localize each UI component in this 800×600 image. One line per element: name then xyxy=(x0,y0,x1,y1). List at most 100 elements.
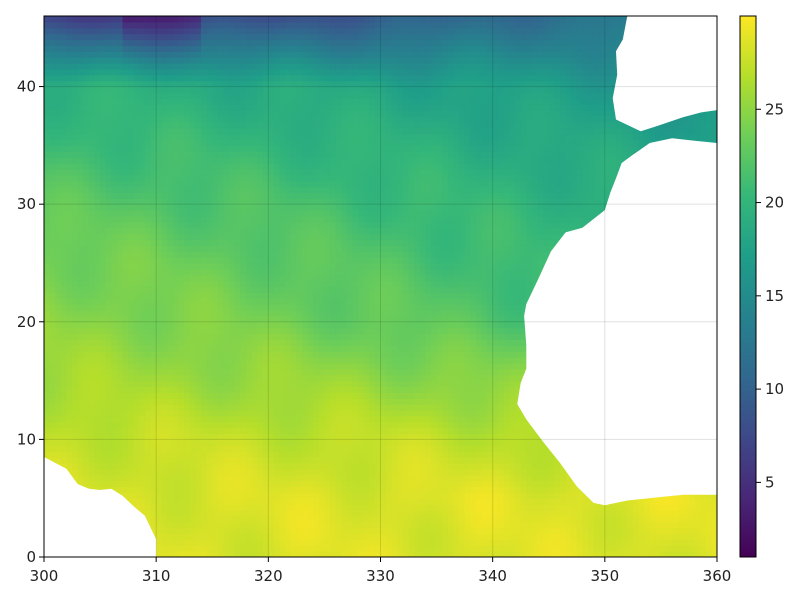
heatmap-cell xyxy=(279,333,286,341)
heatmap-cell xyxy=(172,57,180,64)
heatmap-cell xyxy=(94,398,101,405)
heatmap-cell xyxy=(44,245,51,252)
heatmap-cell xyxy=(217,57,225,64)
heatmap-cell xyxy=(234,262,241,270)
heatmap-cell xyxy=(251,57,258,64)
heatmap-cell xyxy=(245,445,253,452)
heatmap-cell xyxy=(307,509,314,517)
heatmap-cell xyxy=(262,110,269,117)
heatmap-cell xyxy=(122,427,129,435)
heatmap-cell xyxy=(240,321,247,329)
heatmap-cell xyxy=(100,239,107,246)
heatmap-cell xyxy=(234,74,241,82)
heatmap-cell xyxy=(133,409,140,417)
heatmap-cell xyxy=(201,180,208,188)
heatmap-cell xyxy=(133,257,140,264)
heatmap-cell xyxy=(335,27,342,35)
heatmap-cell xyxy=(167,245,174,252)
heatmap-cell xyxy=(172,215,180,223)
heatmap-cell xyxy=(324,163,331,170)
heatmap-cell xyxy=(335,227,342,235)
heatmap-cell xyxy=(94,198,101,205)
heatmap-cell xyxy=(156,409,163,417)
heatmap-cell xyxy=(301,233,309,241)
heatmap-cell xyxy=(144,362,152,370)
heatmap-cell xyxy=(116,80,124,88)
heatmap-cell xyxy=(195,362,202,370)
heatmap-cell xyxy=(234,110,241,117)
heatmap-cell xyxy=(189,127,197,135)
heatmap-cell xyxy=(206,468,213,476)
heatmap-cell xyxy=(296,286,303,293)
heatmap-cell xyxy=(296,474,303,482)
heatmap-cell xyxy=(290,233,297,241)
heatmap-cell xyxy=(55,239,62,246)
heatmap-cell xyxy=(223,504,230,511)
heatmap-cell xyxy=(94,133,101,141)
heatmap-cell xyxy=(77,327,84,335)
heatmap-cell xyxy=(144,198,152,205)
heatmap-cell xyxy=(223,533,230,540)
heatmap-cell xyxy=(335,539,342,546)
heatmap-cell xyxy=(279,204,286,211)
heatmap-cell xyxy=(122,351,129,358)
heatmap-cell xyxy=(72,298,79,305)
heatmap-cell xyxy=(324,533,331,540)
heatmap-cell xyxy=(268,451,275,458)
heatmap-cell xyxy=(167,304,174,311)
heatmap-cell xyxy=(296,104,303,111)
heatmap-cell xyxy=(156,127,163,135)
heatmap-cell xyxy=(111,439,118,446)
heatmap-cell xyxy=(301,239,309,246)
heatmap-cell xyxy=(341,315,348,323)
heatmap-cell xyxy=(341,286,348,293)
heatmap-cell xyxy=(262,462,269,470)
heatmap-cell xyxy=(201,68,208,76)
heatmap-cell xyxy=(172,239,180,246)
heatmap-cell xyxy=(167,174,174,182)
heatmap-cell xyxy=(161,492,168,499)
heatmap-cell xyxy=(240,80,247,88)
heatmap-cell xyxy=(66,404,73,411)
heatmap-cell xyxy=(262,268,269,276)
heatmap-cell xyxy=(229,439,236,446)
heatmap-cell xyxy=(128,233,135,241)
heatmap-cell xyxy=(341,333,348,341)
heatmap-cell xyxy=(212,357,219,364)
heatmap-cell xyxy=(66,392,73,399)
heatmap-cell xyxy=(77,374,84,382)
heatmap-cell xyxy=(55,345,62,352)
heatmap-cell xyxy=(217,374,225,382)
heatmap-cell xyxy=(279,215,286,223)
heatmap-cell xyxy=(139,374,146,382)
heatmap-cell xyxy=(262,115,269,123)
heatmap-cell xyxy=(128,380,135,388)
heatmap-cell xyxy=(201,415,208,423)
heatmap-cell xyxy=(44,451,51,458)
heatmap-cell xyxy=(234,257,241,264)
heatmap-cell xyxy=(172,480,180,488)
heatmap-cell xyxy=(122,21,129,29)
heatmap-cell xyxy=(77,298,84,305)
heatmap-cell xyxy=(77,451,84,458)
heatmap-cell xyxy=(122,292,129,299)
heatmap-cell xyxy=(72,257,79,264)
heatmap-cell xyxy=(44,51,51,58)
heatmap-cell xyxy=(83,227,90,235)
heatmap-cell xyxy=(240,98,247,105)
heatmap-cell xyxy=(161,180,168,188)
heatmap-cell xyxy=(172,527,180,535)
heatmap-cell xyxy=(279,357,286,364)
heatmap-cell xyxy=(330,86,337,94)
heatmap-cell xyxy=(324,310,331,317)
heatmap-cell xyxy=(144,498,152,505)
heatmap-cell xyxy=(60,180,68,188)
heatmap-cell xyxy=(184,198,191,205)
heatmap-cell xyxy=(178,180,185,188)
heatmap-cell xyxy=(341,515,348,523)
heatmap-cell xyxy=(279,157,286,164)
heatmap-cell xyxy=(122,80,129,88)
heatmap-cell xyxy=(133,339,140,346)
heatmap-cell xyxy=(240,310,247,317)
heatmap-cell xyxy=(100,21,107,29)
